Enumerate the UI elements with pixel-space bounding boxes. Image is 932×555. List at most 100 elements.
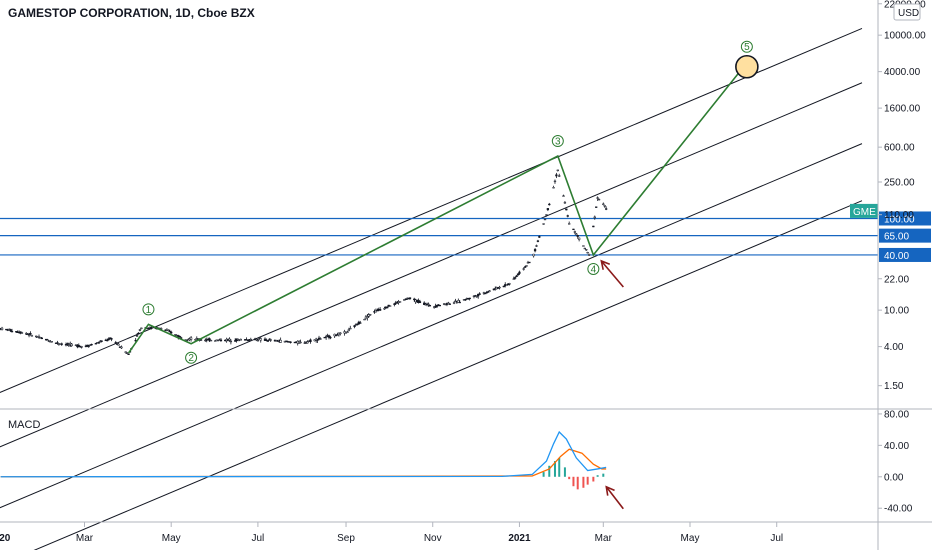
candle xyxy=(533,248,537,253)
candle-body xyxy=(323,336,326,339)
candle xyxy=(514,276,517,280)
candle xyxy=(378,307,382,312)
macd-histogram-bar xyxy=(568,476,571,480)
candle-body xyxy=(374,310,378,313)
candle xyxy=(468,297,471,301)
candle xyxy=(306,340,309,344)
channel-line xyxy=(0,27,863,393)
candle xyxy=(265,338,268,342)
candle-body xyxy=(266,340,270,342)
candle xyxy=(393,303,396,307)
time-tick-label: Jul xyxy=(252,533,265,544)
candle xyxy=(327,334,331,340)
candle-body xyxy=(573,231,577,233)
candle-body xyxy=(553,180,557,183)
candle-body xyxy=(413,298,416,301)
candle-body xyxy=(80,346,83,348)
level-tag-label: 40.00 xyxy=(884,251,909,262)
candle xyxy=(124,351,127,354)
macd-histogram-bar xyxy=(542,472,545,477)
candle xyxy=(37,334,41,339)
candle xyxy=(556,169,559,172)
candle xyxy=(383,306,386,310)
macd-tick-label: 80.00 xyxy=(884,409,909,420)
candle xyxy=(67,342,71,347)
candle-body xyxy=(97,342,100,344)
time-tick-label: May xyxy=(681,533,700,544)
chart-title: GAMESTOP CORPORATION, 1D, Cboe BZX xyxy=(8,6,255,20)
candle-body xyxy=(150,327,153,329)
candle-body xyxy=(137,332,140,335)
candle-body xyxy=(40,337,43,340)
candle-body xyxy=(535,245,538,247)
candle-body xyxy=(124,351,127,353)
wave-point-4: 4 xyxy=(587,262,600,275)
ticker-tag: GME xyxy=(850,203,878,218)
wave-label: 5 xyxy=(744,42,750,53)
candle-body xyxy=(575,233,578,236)
candle-body xyxy=(209,339,213,342)
candle xyxy=(266,340,270,342)
candle-body xyxy=(46,339,49,341)
candle xyxy=(94,342,98,345)
candle xyxy=(316,339,319,343)
time-tick-label: 2020 xyxy=(0,533,11,544)
wave-label: 1 xyxy=(146,305,152,316)
candle-body xyxy=(552,187,555,189)
candle xyxy=(538,235,541,238)
candle-body xyxy=(346,331,349,333)
candle-body xyxy=(457,300,460,303)
candle xyxy=(39,336,42,339)
candle xyxy=(174,334,177,336)
candle-body xyxy=(249,338,252,341)
candle xyxy=(575,232,578,236)
candle xyxy=(20,331,24,334)
candle-body xyxy=(562,195,565,197)
wave-point-1: 1 xyxy=(142,303,155,316)
macd-arrow-shaft xyxy=(605,486,624,510)
candle-body xyxy=(577,237,581,240)
price-tick-label: 4000.00 xyxy=(884,67,921,78)
candle-body xyxy=(514,277,517,279)
candle xyxy=(349,325,352,330)
candle-body xyxy=(0,327,4,330)
candle xyxy=(29,331,32,336)
candle-body xyxy=(114,342,117,344)
candle-body xyxy=(542,223,545,225)
candle-body xyxy=(39,337,42,339)
candle xyxy=(552,185,555,189)
channel-line xyxy=(21,200,863,555)
candle-body xyxy=(110,338,113,340)
candle xyxy=(40,337,43,340)
time-tick-label: Nov xyxy=(424,533,442,544)
candle xyxy=(512,276,515,280)
candle xyxy=(256,338,260,342)
wave-label: 2 xyxy=(188,353,194,364)
candle xyxy=(484,292,487,295)
candle xyxy=(106,338,109,342)
candle-body xyxy=(37,336,41,338)
price-tick-label: 22.00 xyxy=(884,274,909,285)
candle-body xyxy=(477,293,480,297)
candle-body xyxy=(452,302,456,304)
candle-body xyxy=(488,290,491,292)
candle-body xyxy=(189,337,193,340)
candle-body xyxy=(195,337,198,340)
candle xyxy=(110,337,113,342)
wave-label-circle xyxy=(185,351,198,364)
candle-body xyxy=(522,268,525,270)
candle xyxy=(427,302,430,307)
candle xyxy=(532,253,535,258)
candle-body xyxy=(279,339,282,343)
candle xyxy=(80,346,83,349)
candle xyxy=(587,253,591,257)
candle xyxy=(596,196,599,201)
candle-body xyxy=(545,214,548,216)
candle xyxy=(602,202,605,206)
level-tag-label: 65.00 xyxy=(884,232,909,243)
candle xyxy=(324,334,328,340)
candle-body xyxy=(572,228,575,231)
candle xyxy=(593,215,596,220)
candle xyxy=(515,275,518,277)
